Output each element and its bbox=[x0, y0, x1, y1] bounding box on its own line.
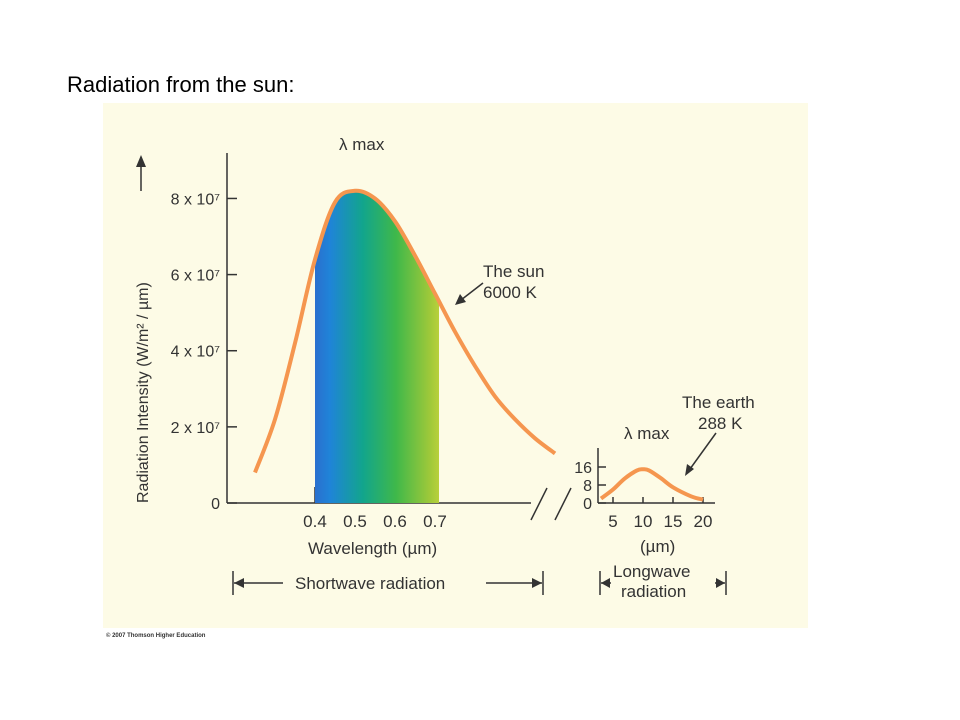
radiation-chart: 0 2 x 10⁷ 4 x 10⁷ 6 x 10⁷ 8 x 10⁷ 0.4 0.5 0.6 0… bbox=[135, 135, 755, 601]
earth-x-tick-label-3: 20 bbox=[694, 512, 713, 531]
earth-x-tick-label-2: 15 bbox=[664, 512, 683, 531]
y-tick-label-1: 2 x 10⁷ bbox=[171, 420, 221, 437]
longwave-label-line2: radiation bbox=[621, 582, 686, 601]
slide-title: Radiation from the sun: bbox=[67, 72, 295, 97]
sun-curve-label-line2: 6000 K bbox=[483, 283, 538, 302]
y-tick-label-3: 6 x 10⁷ bbox=[171, 268, 221, 285]
x-tick-label-0: 0.4 bbox=[303, 512, 327, 531]
sun-lambda-max-label: λ max bbox=[339, 135, 385, 154]
earth-lambda-max-label: λ max bbox=[624, 424, 670, 443]
earth-x-tick-label-1: 10 bbox=[634, 512, 653, 531]
earth-pointer-head bbox=[685, 464, 694, 476]
axis-break-mark-2 bbox=[554, 487, 572, 521]
x-axis-title: Wavelength (µm) bbox=[308, 539, 437, 558]
y-tick-label-4: 8 x 10⁷ bbox=[171, 191, 221, 208]
longwave-label-line1: Longwave bbox=[613, 562, 691, 581]
y-axis bbox=[136, 153, 228, 503]
y-tick-label-0: 0 bbox=[211, 496, 220, 513]
x-tick-label-2: 0.6 bbox=[383, 512, 407, 531]
earth-curve-label-line1: The earth bbox=[682, 393, 755, 412]
y-tick-label-2: 4 x 10⁷ bbox=[171, 344, 221, 361]
earth-x-tick-label-0: 5 bbox=[608, 512, 617, 531]
longwave-band bbox=[599, 571, 727, 595]
earth-y-tick-label-0: 0 bbox=[583, 496, 592, 513]
earth-pointer-line bbox=[689, 432, 717, 470]
earth-y-tick-label-1: 8 bbox=[583, 478, 592, 495]
sun-pointer-line bbox=[460, 282, 484, 301]
y-axis-title: Radiation Intensity (W/m² / µm) bbox=[135, 282, 152, 503]
copyright-credit: © 2007 Thomson Higher Education bbox=[106, 633, 206, 639]
visible-spectrum-band bbox=[315, 190, 439, 503]
earth-y-tick-label-2: 16 bbox=[574, 460, 592, 477]
sun-curve-label-line1: The sun bbox=[483, 262, 544, 281]
x-tick-label-3: 0.7 bbox=[423, 512, 447, 531]
figure-panel: 0 2 x 10⁷ 4 x 10⁷ 6 x 10⁷ 8 x 10⁷ 0.4 0.5 0.6 0… bbox=[103, 103, 808, 628]
sun-radiation-curve bbox=[253, 188, 557, 474]
shortwave-label: Shortwave radiation bbox=[295, 574, 445, 593]
earth-x-axis-title: (µm) bbox=[640, 537, 675, 556]
axis-break-mark-1 bbox=[530, 487, 548, 521]
earth-radiation-curve bbox=[599, 467, 704, 502]
y-axis-arrow-head bbox=[136, 155, 146, 167]
x-tick-label-1: 0.5 bbox=[343, 512, 367, 531]
earth-curve-label-line2: 288 K bbox=[698, 414, 743, 433]
shortwave-band bbox=[232, 571, 544, 595]
sun-pointer-head bbox=[455, 294, 466, 305]
